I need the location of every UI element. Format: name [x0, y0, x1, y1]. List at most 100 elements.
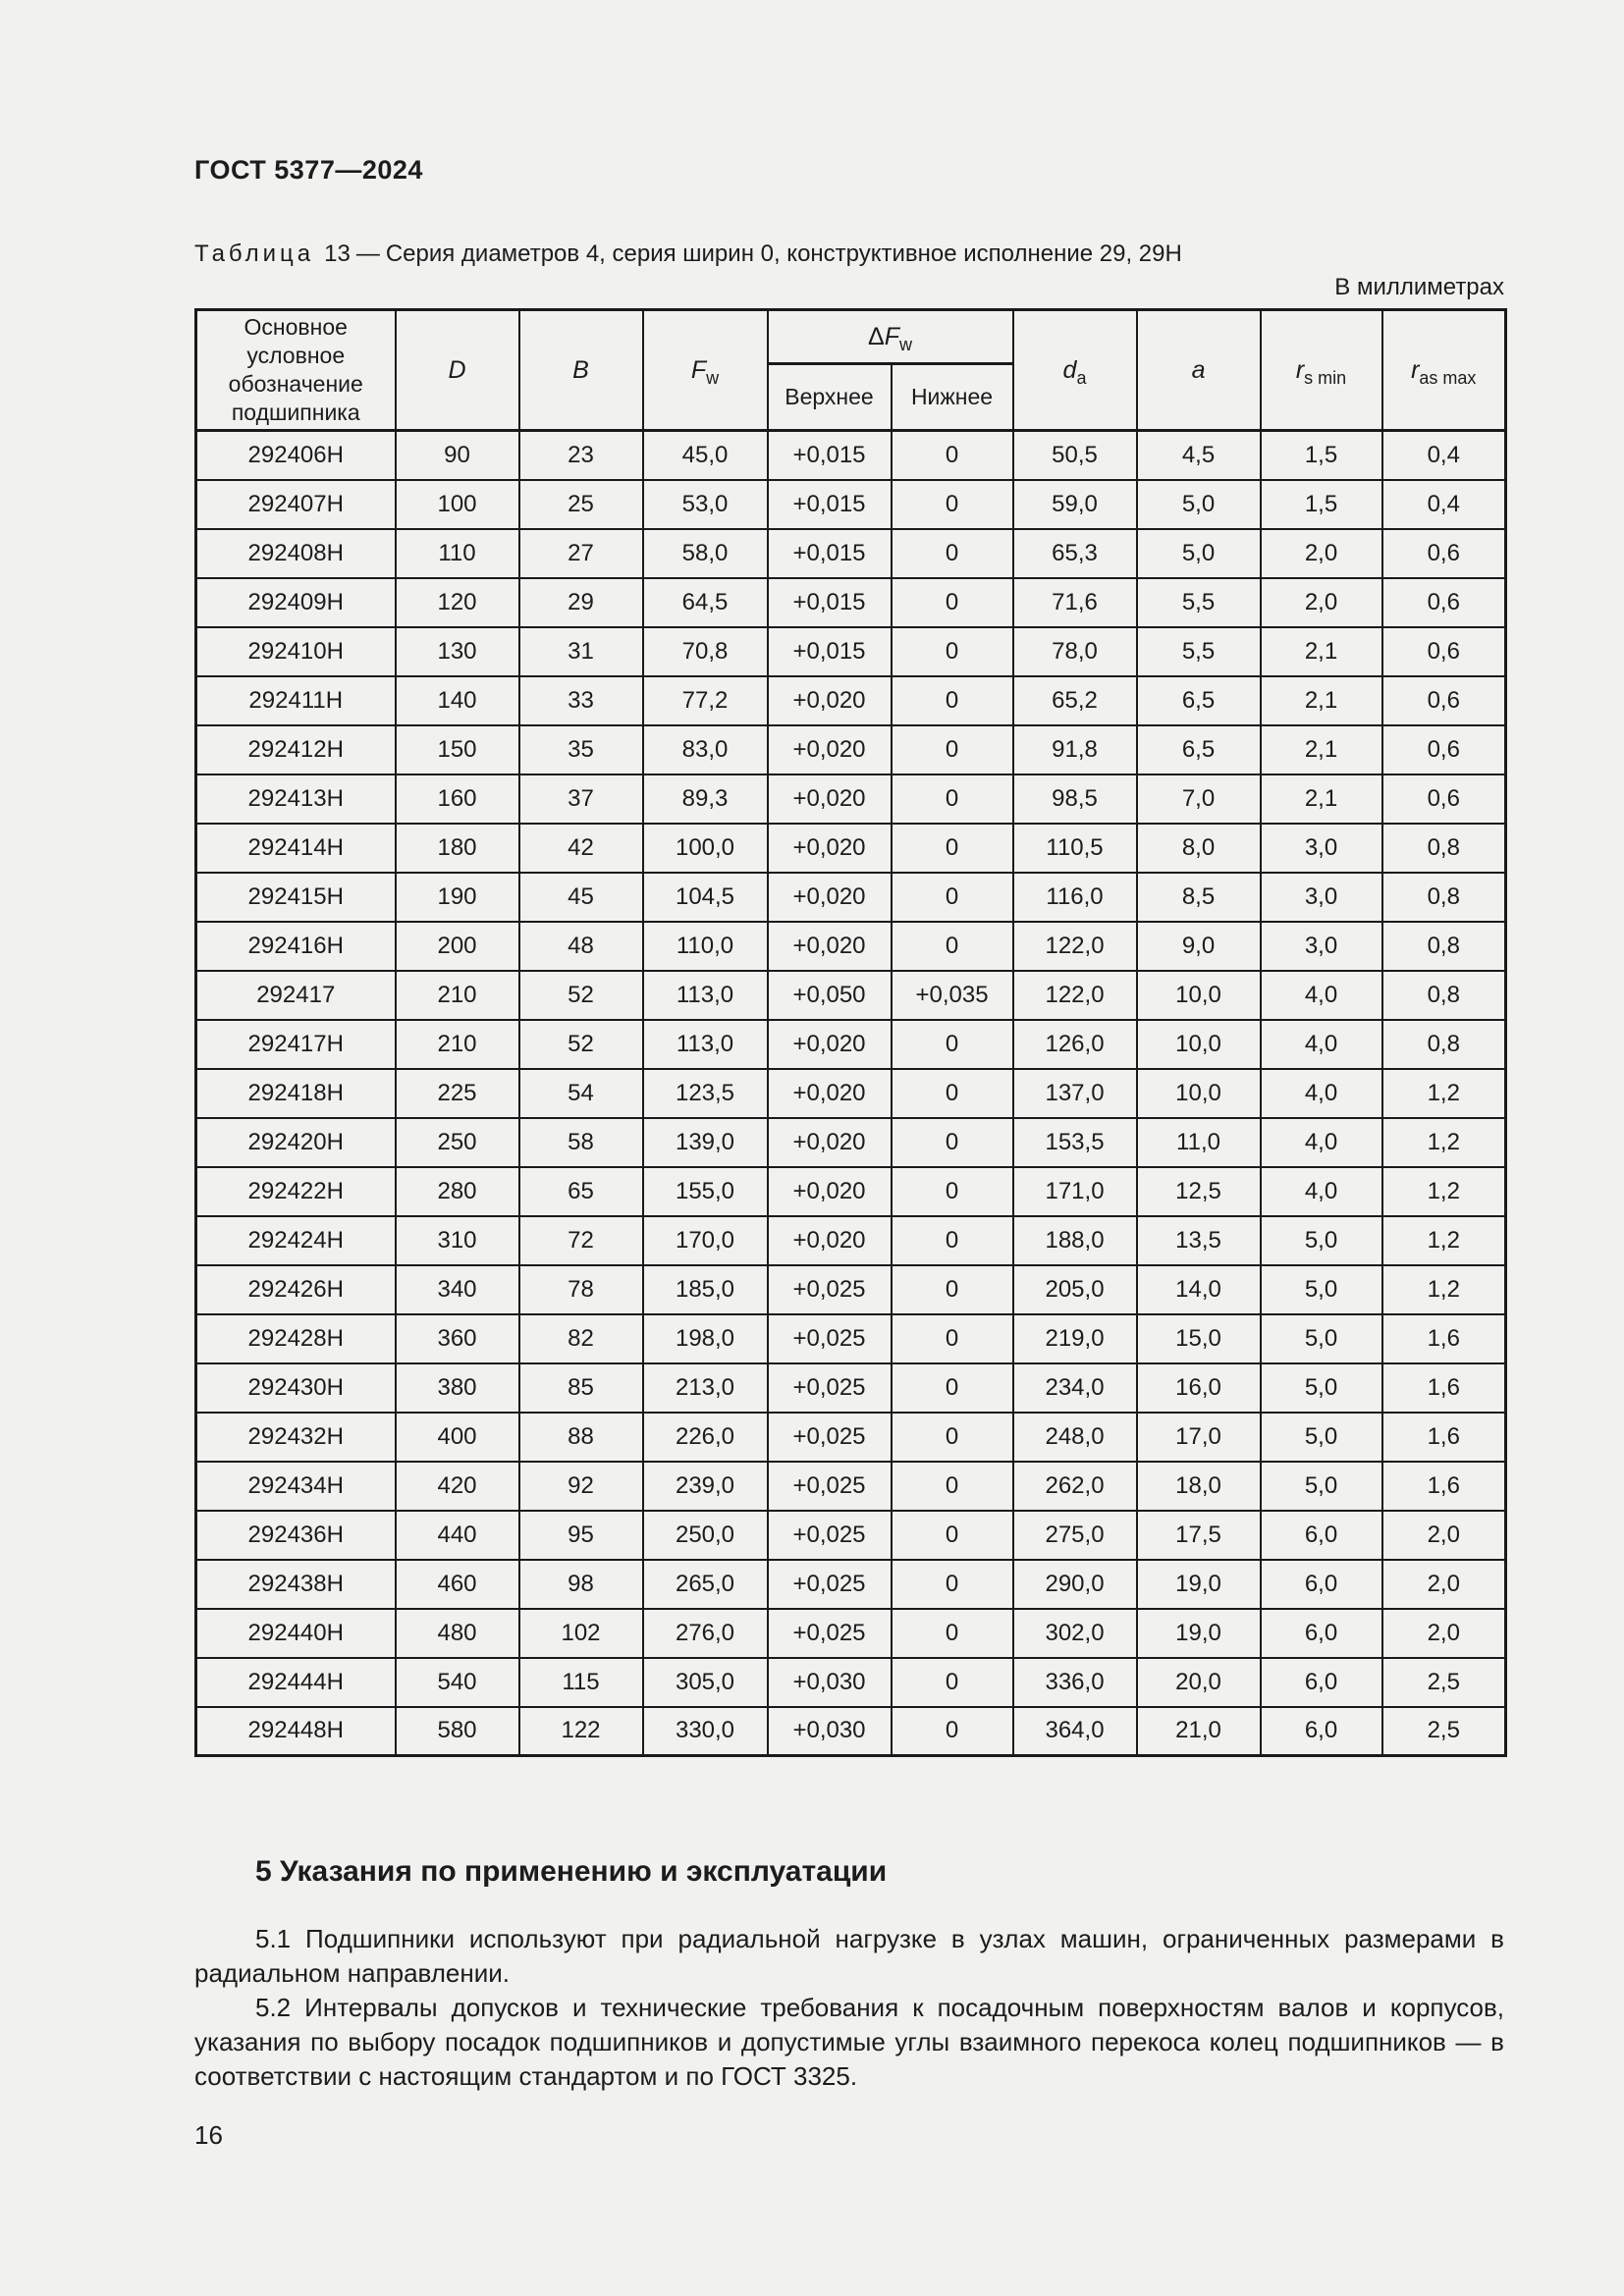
paragraph-5-2: 5.2 Интервалы допусков и технические тре… [194, 1993, 1504, 2091]
cell-lower-deviation: 0 [890, 1018, 1014, 1070]
cell-ras-max: 0,4 [1380, 478, 1507, 530]
cell-designation: 292416Н [194, 920, 397, 972]
cell-a: 5,0 [1135, 478, 1262, 530]
cell-a: 8,5 [1135, 871, 1262, 923]
cell-lower-deviation: 0 [890, 1214, 1014, 1266]
cell-D: 250 [394, 1116, 520, 1168]
cell-a: 21,0 [1135, 1705, 1262, 1757]
cell-lower-deviation: 0 [890, 1116, 1014, 1168]
cell-B: 122 [517, 1705, 644, 1757]
table-row: 292418Н 225 54 123,5 +0,020 0 137,0 10,0… [194, 1067, 1507, 1119]
cell-lower-deviation: 0 [890, 625, 1014, 677]
cell-D: 340 [394, 1263, 520, 1315]
cell-B: 25 [517, 478, 644, 530]
cell-ras-max: 2,5 [1380, 1656, 1507, 1708]
cell-upper-deviation: +0,020 [766, 1067, 893, 1119]
cell-upper-deviation: +0,025 [766, 1509, 893, 1561]
cell-Fw: 265,0 [641, 1558, 769, 1610]
cell-B: 78 [517, 1263, 644, 1315]
cell-ras-max: 0,6 [1380, 773, 1507, 825]
cell-upper-deviation: +0,020 [766, 723, 893, 775]
cell-D: 110 [394, 527, 520, 579]
cell-rs-min: 4,0 [1259, 1018, 1383, 1070]
cell-B: 37 [517, 773, 644, 825]
cell-ras-max: 0,6 [1380, 527, 1507, 579]
cell-designation: 292426Н [194, 1263, 397, 1315]
cell-a: 5,0 [1135, 527, 1262, 579]
cell-upper-deviation: +0,020 [766, 920, 893, 972]
cell-B: 85 [517, 1362, 644, 1414]
cell-B: 88 [517, 1411, 644, 1463]
cell-upper-deviation: +0,020 [766, 674, 893, 726]
cell-da: 275,0 [1011, 1509, 1138, 1561]
cell-designation: 292410Н [194, 625, 397, 677]
cell-a: 19,0 [1135, 1558, 1262, 1610]
table-caption-dash: — [355, 240, 380, 267]
cell-lower-deviation: 0 [890, 527, 1014, 579]
cell-designation: 292422Н [194, 1165, 397, 1217]
cell-a: 5,5 [1135, 576, 1262, 628]
cell-upper-deviation: +0,020 [766, 1116, 893, 1168]
cell-upper-deviation: +0,025 [766, 1362, 893, 1414]
cell-upper-deviation: +0,015 [766, 576, 893, 628]
cell-designation: 292417Н [194, 1018, 397, 1070]
cell-D: 190 [394, 871, 520, 923]
cell-ras-max: 1,2 [1380, 1165, 1507, 1217]
cell-a: 17,0 [1135, 1411, 1262, 1463]
cell-ras-max: 2,5 [1380, 1705, 1507, 1757]
cell-rs-min: 4,0 [1259, 969, 1383, 1021]
cell-designation: 292430Н [194, 1362, 397, 1414]
cell-upper-deviation: +0,020 [766, 1018, 893, 1070]
cell-upper-deviation: +0,050 [766, 969, 893, 1021]
cell-upper-deviation: +0,015 [766, 478, 893, 530]
cell-ras-max: 0,6 [1380, 674, 1507, 726]
paragraph-5-1: 5.1 Подшипники используют при радиальной… [194, 1924, 1504, 1988]
cell-D: 380 [394, 1362, 520, 1414]
cell-rs-min: 5,0 [1259, 1411, 1383, 1463]
cell-da: 126,0 [1011, 1018, 1138, 1070]
cell-da: 336,0 [1011, 1656, 1138, 1708]
table-row: 292411Н 140 33 77,2 +0,020 0 65,2 6,5 2,… [194, 674, 1507, 726]
cell-D: 130 [394, 625, 520, 677]
cell-Fw: 305,0 [641, 1656, 769, 1708]
cell-rs-min: 1,5 [1259, 429, 1383, 481]
cell-ras-max: 0,8 [1380, 1018, 1507, 1070]
cell-lower-deviation: 0 [890, 1411, 1014, 1463]
table-row: 292407Н 100 25 53,0 +0,015 0 59,0 5,0 1,… [194, 478, 1507, 530]
cell-rs-min: 4,0 [1259, 1165, 1383, 1217]
cell-ras-max: 1,6 [1380, 1460, 1507, 1512]
table-caption-label: Таблица [194, 240, 315, 267]
cell-lower-deviation: +0,035 [890, 969, 1014, 1021]
cell-da: 171,0 [1011, 1165, 1138, 1217]
cell-lower-deviation: 0 [890, 822, 1014, 874]
cell-lower-deviation: 0 [890, 773, 1014, 825]
col-header-Fw: Fw [641, 308, 769, 432]
cell-designation: 292407Н [194, 478, 397, 530]
cell-designation: 292444Н [194, 1656, 397, 1708]
col-header-B: B [517, 308, 644, 432]
cell-lower-deviation: 0 [890, 1509, 1014, 1561]
cell-da: 110,5 [1011, 822, 1138, 874]
cell-da: 122,0 [1011, 920, 1138, 972]
table-row: 292420Н 250 58 139,0 +0,020 0 153,5 11,0… [194, 1116, 1507, 1168]
cell-a: 8,0 [1135, 822, 1262, 874]
table-row: 292416Н 200 48 110,0 +0,020 0 122,0 9,0 … [194, 920, 1507, 972]
cell-a: 11,0 [1135, 1116, 1262, 1168]
cell-da: 364,0 [1011, 1705, 1138, 1757]
cell-lower-deviation: 0 [890, 1558, 1014, 1610]
cell-ras-max: 2,0 [1380, 1558, 1507, 1610]
table-row: 292430Н 380 85 213,0 +0,025 0 234,0 16,0… [194, 1362, 1507, 1414]
cell-B: 58 [517, 1116, 644, 1168]
cell-Fw: 123,5 [641, 1067, 769, 1119]
cell-D: 400 [394, 1411, 520, 1463]
cell-Fw: 113,0 [641, 969, 769, 1021]
cell-upper-deviation: +0,020 [766, 1165, 893, 1217]
cell-rs-min: 2,0 [1259, 576, 1383, 628]
cell-D: 100 [394, 478, 520, 530]
cell-rs-min: 3,0 [1259, 920, 1383, 972]
cell-rs-min: 6,0 [1259, 1558, 1383, 1610]
cell-rs-min: 2,1 [1259, 773, 1383, 825]
cell-Fw: 110,0 [641, 920, 769, 972]
cell-a: 4,5 [1135, 429, 1262, 481]
cell-a: 17,5 [1135, 1509, 1262, 1561]
